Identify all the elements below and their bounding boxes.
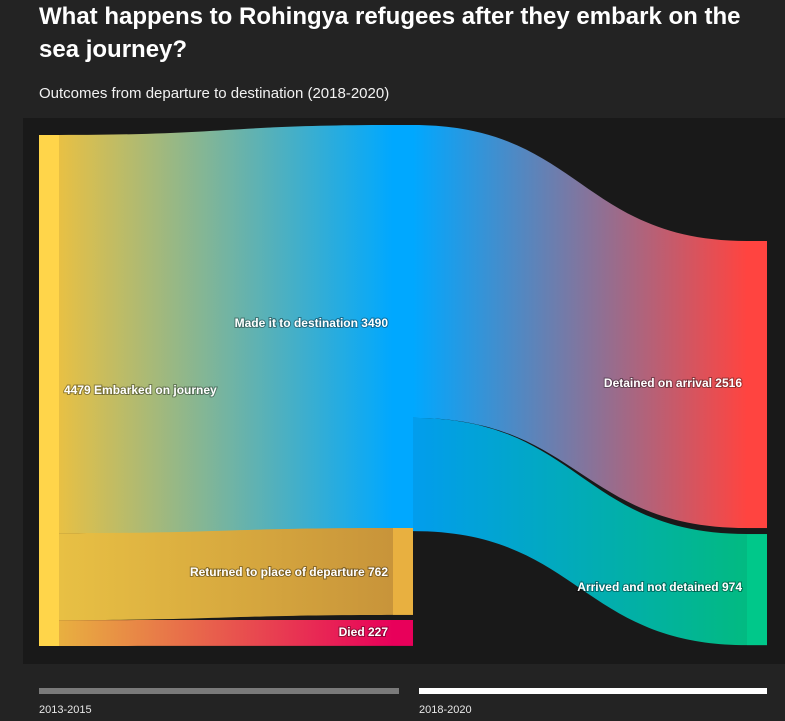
label-returned: Returned to place of departure 762 bbox=[190, 565, 388, 579]
link-embarked-to-died[interactable] bbox=[59, 620, 393, 646]
timeline-label-2013-2015[interactable]: 2013-2015 bbox=[39, 704, 92, 716]
node-not-detained[interactable] bbox=[747, 534, 767, 646]
labels-layer: 4479 Embarked on journey Made it to desti… bbox=[63, 315, 743, 640]
links-layer bbox=[59, 125, 747, 646]
node-detained[interactable] bbox=[747, 241, 767, 529]
chart-subtitle: Outcomes from departure to destination (… bbox=[39, 85, 390, 102]
node-embarked[interactable] bbox=[39, 135, 59, 646]
label-died: Died 227 bbox=[339, 625, 389, 639]
timeline-bar-2013-2015[interactable] bbox=[39, 688, 399, 694]
link-made-it-to-detained[interactable] bbox=[413, 125, 747, 529]
node-made-it[interactable] bbox=[393, 125, 413, 532]
link-made-it-to-not-detained[interactable] bbox=[413, 417, 747, 646]
label-embarked: 4479 Embarked on journey bbox=[64, 383, 217, 397]
link-embarked-to-made-it[interactable] bbox=[59, 125, 393, 534]
timeline-bar-2018-2020[interactable] bbox=[419, 688, 767, 694]
timeline-label-2018-2020[interactable]: 2018-2020 bbox=[419, 704, 472, 716]
nodes-layer bbox=[39, 125, 767, 646]
label-made-it: Made it to destination 3490 bbox=[235, 316, 389, 330]
chart-title: What happens to Rohingya refugees after … bbox=[39, 3, 741, 63]
link-embarked-to-returned[interactable] bbox=[59, 528, 393, 621]
label-detained: Detained on arrival 2516 bbox=[604, 376, 742, 390]
node-returned[interactable] bbox=[393, 528, 413, 615]
label-not-detained: Arrived and not detained 974 bbox=[577, 580, 742, 594]
node-died[interactable] bbox=[393, 620, 413, 646]
